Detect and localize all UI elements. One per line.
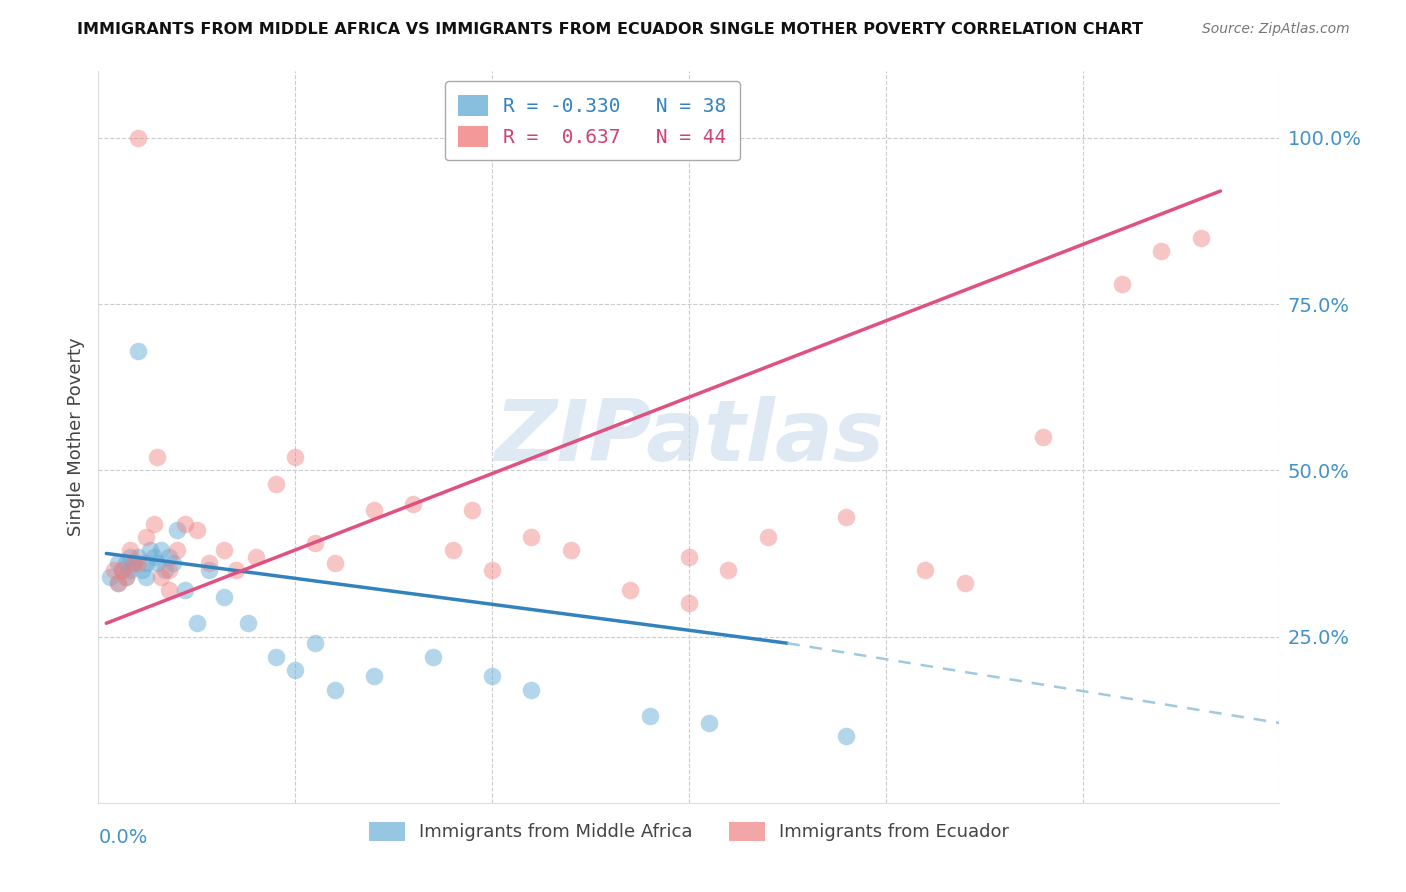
- Legend: Immigrants from Middle Africa, Immigrants from Ecuador: Immigrants from Middle Africa, Immigrant…: [361, 814, 1017, 848]
- Point: [127, 131, 149, 145]
- Point: [245, 549, 267, 564]
- Point: [236, 616, 259, 631]
- Point: [481, 563, 503, 577]
- Point: [138, 543, 160, 558]
- Point: [1189, 230, 1212, 244]
- Point: [619, 582, 641, 597]
- Point: [197, 563, 219, 577]
- Point: [264, 476, 287, 491]
- Point: [135, 530, 157, 544]
- Point: [835, 729, 858, 743]
- Point: [284, 663, 307, 677]
- Point: [107, 557, 129, 571]
- Point: [166, 543, 188, 558]
- Point: [107, 576, 129, 591]
- Point: [118, 563, 141, 577]
- Point: [127, 557, 149, 571]
- Point: [157, 563, 180, 577]
- Point: [146, 450, 169, 464]
- Point: [1032, 430, 1054, 444]
- Point: [118, 543, 141, 558]
- Point: [678, 549, 700, 564]
- Point: [304, 536, 326, 550]
- Point: [756, 530, 779, 544]
- Point: [197, 557, 219, 571]
- Point: [157, 549, 180, 564]
- Point: [118, 549, 141, 564]
- Point: [135, 557, 157, 571]
- Point: [150, 570, 173, 584]
- Point: [323, 557, 346, 571]
- Point: [150, 543, 173, 558]
- Point: [186, 523, 208, 537]
- Point: [560, 543, 582, 558]
- Point: [111, 563, 134, 577]
- Point: [214, 543, 236, 558]
- Point: [115, 570, 138, 584]
- Point: [186, 616, 208, 631]
- Point: [157, 582, 180, 597]
- Point: [363, 503, 385, 517]
- Point: [107, 576, 129, 591]
- Point: [953, 576, 976, 591]
- Point: [1150, 244, 1173, 258]
- Point: [162, 557, 184, 571]
- Point: [717, 563, 740, 577]
- Text: Source: ZipAtlas.com: Source: ZipAtlas.com: [1202, 22, 1350, 37]
- Point: [323, 682, 346, 697]
- Text: 0.0%: 0.0%: [98, 829, 148, 847]
- Point: [103, 563, 125, 577]
- Point: [520, 530, 543, 544]
- Point: [166, 523, 188, 537]
- Point: [697, 716, 720, 731]
- Point: [115, 557, 138, 571]
- Point: [135, 570, 157, 584]
- Point: [111, 563, 134, 577]
- Point: [461, 503, 484, 517]
- Point: [481, 669, 503, 683]
- Y-axis label: Single Mother Poverty: Single Mother Poverty: [66, 338, 84, 536]
- Point: [225, 563, 247, 577]
- Text: IMMIGRANTS FROM MIDDLE AFRICA VS IMMIGRANTS FROM ECUADOR SINGLE MOTHER POVERTY C: IMMIGRANTS FROM MIDDLE AFRICA VS IMMIGRA…: [77, 22, 1143, 37]
- Point: [1111, 277, 1133, 292]
- Point: [441, 543, 464, 558]
- Point: [214, 590, 236, 604]
- Point: [142, 516, 165, 531]
- Point: [142, 549, 165, 564]
- Point: [174, 516, 197, 531]
- Point: [284, 450, 307, 464]
- Point: [115, 570, 138, 584]
- Point: [127, 549, 149, 564]
- Point: [264, 649, 287, 664]
- Point: [122, 557, 145, 571]
- Point: [914, 563, 936, 577]
- Point: [174, 582, 197, 597]
- Point: [127, 343, 149, 358]
- Point: [122, 557, 145, 571]
- Point: [835, 509, 858, 524]
- Point: [304, 636, 326, 650]
- Point: [402, 497, 425, 511]
- Point: [98, 570, 121, 584]
- Point: [520, 682, 543, 697]
- Point: [131, 563, 153, 577]
- Text: ZIPatlas: ZIPatlas: [494, 395, 884, 479]
- Point: [146, 557, 169, 571]
- Point: [363, 669, 385, 683]
- Point: [422, 649, 444, 664]
- Point: [155, 563, 177, 577]
- Point: [638, 709, 661, 723]
- Point: [678, 596, 700, 610]
